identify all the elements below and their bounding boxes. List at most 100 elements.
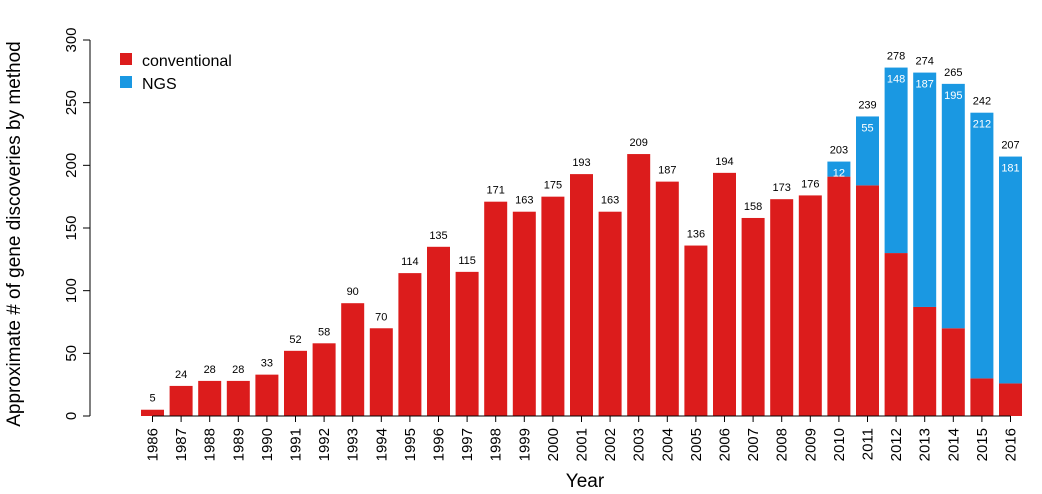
total-labels-group: 5 24 28 28 33 52 58 90 70 114 135 115 171 163 175 193 16… [149, 51, 1019, 405]
total-label-1986: 5 [149, 393, 155, 405]
total-label-2013: 274 [916, 56, 934, 68]
bar-conventional-2006 [713, 172, 736, 416]
ngs-value-label-2012: 148 [887, 74, 905, 86]
x-tick-label-2005: 2005 [688, 428, 705, 461]
ngs-value-label-2010: 12 [833, 168, 845, 180]
bar-conventional-1988 [198, 380, 222, 416]
x-tick-label-2015: 2015 [974, 428, 991, 461]
bar-conventional-2010 [827, 176, 851, 416]
x-tick-label-1993: 1993 [345, 428, 362, 461]
total-label-1989: 28 [232, 364, 244, 376]
y-tick-label-300: 300 [63, 27, 80, 52]
total-label-2007: 158 [744, 201, 762, 213]
total-label-2002: 163 [601, 195, 619, 207]
total-label-2011: 239 [858, 99, 876, 111]
total-label-1996: 135 [429, 230, 447, 242]
x-tick-label-2014: 2014 [945, 428, 962, 461]
total-label-2015: 242 [973, 96, 991, 108]
total-label-2005: 136 [687, 229, 705, 241]
total-label-1997: 115 [458, 255, 476, 267]
total-label-1987: 24 [175, 369, 187, 381]
ngs-value-label-2014: 195 [944, 90, 962, 102]
bar-conventional-1990 [255, 374, 279, 416]
x-tick-label-2003: 2003 [631, 428, 648, 461]
ngs-value-label-2015: 212 [973, 119, 991, 131]
x-axis-title: Year [566, 471, 605, 492]
bar-ngs-2015 [970, 112, 994, 379]
y-axis: 0 50 100 150 200 250 300 [63, 27, 91, 420]
y-tick-label-150: 150 [63, 215, 80, 240]
bar-conventional-1996 [427, 246, 450, 416]
total-label-2012: 278 [887, 51, 905, 63]
total-label-2000: 175 [544, 180, 562, 192]
x-tick-label-2000: 2000 [545, 428, 562, 461]
x-tick-label-2016: 2016 [1003, 428, 1020, 461]
total-label-1991: 52 [289, 334, 301, 346]
bar-conventional-2009 [798, 195, 822, 416]
bar-conventional-1995 [398, 273, 422, 416]
bar-conventional-2008 [770, 199, 794, 416]
bar-ngs-2011 [856, 116, 879, 186]
total-label-1995: 114 [401, 256, 419, 268]
x-tick-label-1986: 1986 [145, 428, 162, 461]
bar-conventional-2007 [741, 217, 765, 416]
x-tick-label-1999: 1999 [516, 428, 533, 461]
total-label-2008: 173 [773, 182, 791, 194]
ngs-value-label-2013: 187 [916, 79, 934, 91]
total-label-2009: 176 [801, 178, 819, 190]
bar-conventional-2015 [970, 378, 994, 416]
x-tick-label-1995: 1995 [402, 428, 419, 461]
bar-ngs-2016 [999, 156, 1022, 384]
x-tick-label-1992: 1992 [316, 428, 333, 461]
bar-ngs-2013 [913, 72, 937, 307]
x-tick-label-1998: 1998 [488, 428, 505, 461]
y-axis-title: Approximate # of gene discoveries by met… [4, 41, 25, 427]
bar-conventional-2013 [913, 306, 937, 416]
total-label-2010: 203 [830, 145, 848, 157]
total-label-2006: 194 [715, 156, 733, 168]
bar-conventional-1987 [169, 385, 193, 416]
bar-conventional-1986 [141, 409, 164, 416]
bar-conventional-1994 [369, 328, 393, 416]
bar-conventional-2001 [570, 174, 593, 416]
legend: conventional NGS [120, 53, 232, 93]
x-tick-label-2009: 2009 [802, 428, 819, 461]
total-label-1988: 28 [204, 364, 216, 376]
total-label-2004: 187 [658, 165, 676, 177]
bar-conventional-2012 [884, 253, 908, 416]
x-tick-label-2007: 2007 [745, 428, 762, 461]
legend-swatch-ngs [120, 76, 132, 88]
x-tick-label-2006: 2006 [717, 428, 734, 461]
x-tick-label-2001: 2001 [574, 428, 591, 461]
bars-group [141, 67, 1022, 416]
ngs-value-labels-group: 12 55 148 187 195 212 181 [833, 74, 1020, 180]
x-tick-label-1997: 1997 [459, 428, 476, 461]
legend-label-conventional: conventional [142, 53, 232, 70]
bar-conventional-1998 [484, 201, 508, 416]
x-tick-label-2004: 2004 [659, 428, 676, 461]
bar-conventional-1992 [312, 343, 336, 416]
total-label-2003: 209 [630, 137, 648, 149]
x-tick-label-2011: 2011 [860, 428, 877, 460]
x-tick-label-1991: 1991 [288, 428, 305, 461]
x-tick-label-2010: 2010 [831, 428, 848, 461]
bar-conventional-1991 [284, 350, 307, 416]
total-label-1990: 33 [261, 358, 273, 370]
total-label-2001: 193 [572, 157, 590, 169]
x-tick-label-2012: 2012 [888, 428, 905, 461]
bar-ngs-2014 [941, 83, 965, 329]
x-tick-label-1987: 1987 [173, 428, 190, 461]
x-tick-label-1989: 1989 [230, 428, 247, 461]
x-tick-label-1988: 1988 [202, 428, 219, 461]
y-tick-label-250: 250 [63, 90, 80, 115]
bar-conventional-2016 [999, 383, 1022, 416]
x-tick-label-1996: 1996 [431, 428, 448, 461]
total-label-2014: 265 [944, 67, 962, 79]
bar-conventional-1989 [226, 380, 250, 416]
y-tick-label-100: 100 [63, 278, 80, 303]
y-tick-label-200: 200 [63, 153, 80, 178]
x-tick-label-2013: 2013 [917, 428, 934, 461]
ngs-value-label-2016: 181 [1001, 163, 1019, 175]
total-label-2016: 207 [1001, 140, 1019, 152]
